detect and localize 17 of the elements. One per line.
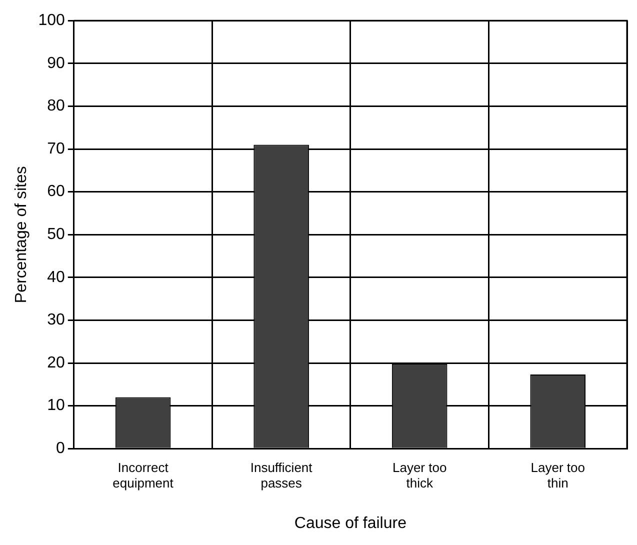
y-tick-label: 90 xyxy=(47,54,65,72)
y-tick-label: 80 xyxy=(47,98,65,115)
y-tick-label: 70 xyxy=(47,140,65,158)
y-tick-label: 60 xyxy=(47,183,65,200)
x-tick-label: Insufficient passes xyxy=(250,460,313,491)
y-tick-label: 10 xyxy=(47,397,65,414)
y-tick-label: 40 xyxy=(47,268,65,286)
y-tick-label: 30 xyxy=(47,312,65,329)
x-axis-title: Cause of failure xyxy=(294,514,407,532)
y-tick-label: 50 xyxy=(47,226,65,244)
x-tick-label: Layer too thin xyxy=(530,460,585,491)
y-axis-title: Percentage of sites xyxy=(13,166,30,304)
y-tick-label: 20 xyxy=(47,354,65,372)
x-tick-label: Layer too thick xyxy=(392,460,447,491)
y-tick-label: 0 xyxy=(56,440,65,458)
y-tick-label: 100 xyxy=(38,12,65,30)
x-tick-label: Incorrect equipment xyxy=(112,460,174,491)
